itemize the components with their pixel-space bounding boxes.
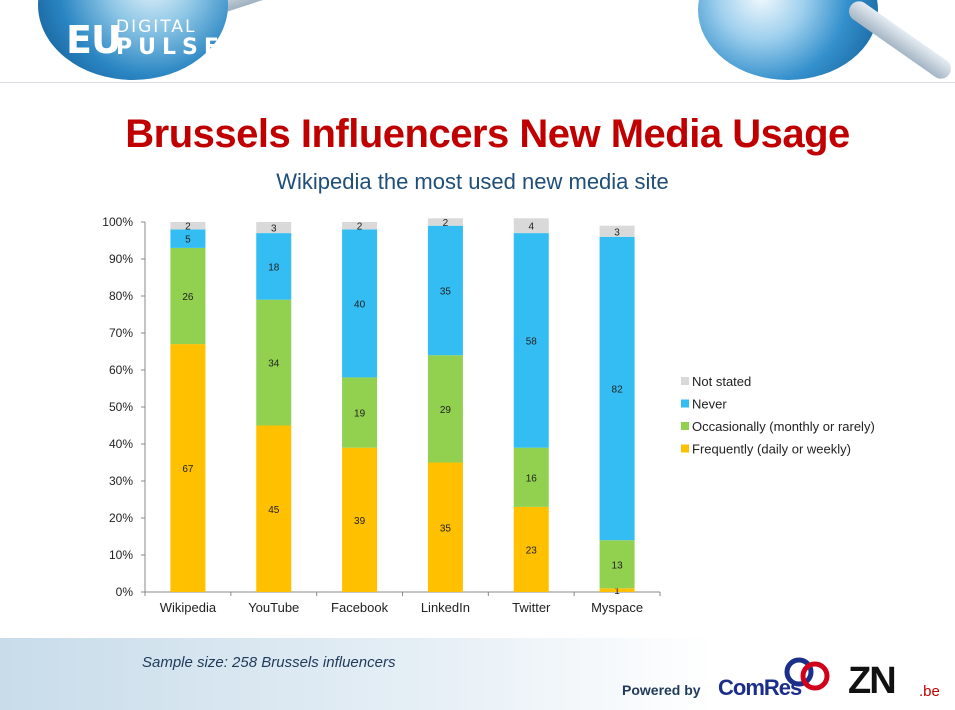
bar-segment — [599, 236, 635, 541]
y-tick-label: 50% — [109, 400, 133, 414]
data-label: 82 — [612, 385, 624, 396]
bar-segment — [342, 377, 378, 448]
data-label: 19 — [354, 409, 366, 420]
x-tick-label: LinkedIn — [421, 600, 470, 615]
legend-swatch — [681, 422, 689, 430]
data-label: 18 — [268, 262, 280, 273]
x-tick-label: Twitter — [512, 600, 551, 615]
x-tick-label: Myspace — [591, 600, 643, 615]
bar-segment — [513, 233, 549, 448]
legend-label: Never — [692, 397, 727, 412]
logo-pulse: PULSE — [116, 35, 225, 60]
data-label: 2 — [357, 222, 363, 233]
y-tick-label: 0% — [116, 585, 134, 599]
logo-eu: EU — [66, 18, 122, 62]
legend-swatch — [681, 377, 689, 385]
bar-segment — [513, 447, 549, 507]
bar-segment — [599, 540, 635, 589]
page-title: Brussels Influencers New Media Usage — [125, 112, 850, 156]
bar-segment — [427, 225, 463, 356]
y-tick-label: 20% — [109, 511, 133, 525]
y-tick-label: 30% — [109, 474, 133, 488]
legend-swatch — [681, 444, 689, 453]
comres-rings-icon — [784, 657, 830, 691]
znbe-logo-suffix: .be — [919, 683, 940, 700]
bar-segment — [256, 425, 292, 592]
data-label: 2 — [443, 218, 449, 229]
x-tick-label: YouTube — [248, 600, 299, 615]
y-tick-label: 40% — [109, 437, 133, 451]
y-tick-label: 60% — [109, 363, 133, 377]
x-tick-label: Wikipedia — [160, 600, 217, 615]
legend-label: Not stated — [692, 374, 751, 389]
data-label: 29 — [440, 405, 452, 416]
data-label: 45 — [268, 505, 280, 516]
data-label: 16 — [526, 473, 538, 484]
legend-label: Frequently (daily or weekly) — [692, 442, 851, 457]
sample-size-note: Sample size: 258 Brussels influencers — [142, 654, 396, 671]
y-tick-label: 80% — [109, 289, 133, 303]
data-label: 67 — [182, 464, 194, 475]
data-label: 34 — [268, 359, 280, 370]
data-label: 3 — [271, 224, 277, 235]
data-label: 1 — [614, 586, 620, 597]
data-label: 2 — [185, 222, 191, 233]
y-tick-label: 70% — [109, 326, 133, 340]
data-label: 39 — [354, 516, 366, 527]
y-tick-label: 10% — [109, 548, 133, 562]
bar-segment — [427, 355, 463, 463]
bar-segment — [170, 229, 206, 248]
bar-segment — [256, 222, 292, 234]
bar-segment — [342, 447, 378, 592]
bar-segment — [256, 233, 292, 300]
data-label: 35 — [440, 286, 452, 297]
data-label: 5 — [185, 235, 191, 246]
bar-segment — [170, 222, 206, 230]
data-label: 58 — [526, 336, 538, 347]
x-tick-label: Facebook — [331, 600, 389, 615]
bar-segment — [342, 229, 378, 378]
znbe-logo: ZN — [848, 660, 897, 702]
header-band: EU DIGITAL PULSE — [0, 0, 955, 83]
bar-segment — [599, 588, 635, 592]
data-label: 13 — [612, 560, 624, 571]
bar-segment — [513, 218, 549, 234]
bar-segment — [170, 247, 206, 345]
legend-label: Occasionally (monthly or rarely) — [692, 419, 875, 434]
y-tick-label: 90% — [109, 252, 133, 266]
bar-segment — [170, 344, 206, 592]
bar-segment — [513, 506, 549, 592]
bar-segment — [427, 462, 463, 592]
y-tick-label: 100% — [102, 215, 133, 229]
page-subtitle: Wikipedia the most used new media site — [276, 169, 669, 194]
footer-band — [0, 638, 955, 710]
data-label: 40 — [354, 299, 366, 310]
data-label: 3 — [614, 227, 620, 238]
data-label: 26 — [182, 292, 194, 303]
data-label: 23 — [526, 545, 538, 556]
legend-swatch — [681, 399, 689, 408]
bar-segment — [342, 222, 378, 230]
data-label: 4 — [528, 222, 534, 233]
bar-segment — [256, 299, 292, 426]
bar-segment — [427, 218, 463, 226]
data-label: 35 — [440, 523, 452, 534]
bar-segment — [599, 225, 635, 237]
powered-by-label: Powered by — [622, 682, 701, 698]
logo-digital: DIGITAL — [116, 17, 197, 37]
